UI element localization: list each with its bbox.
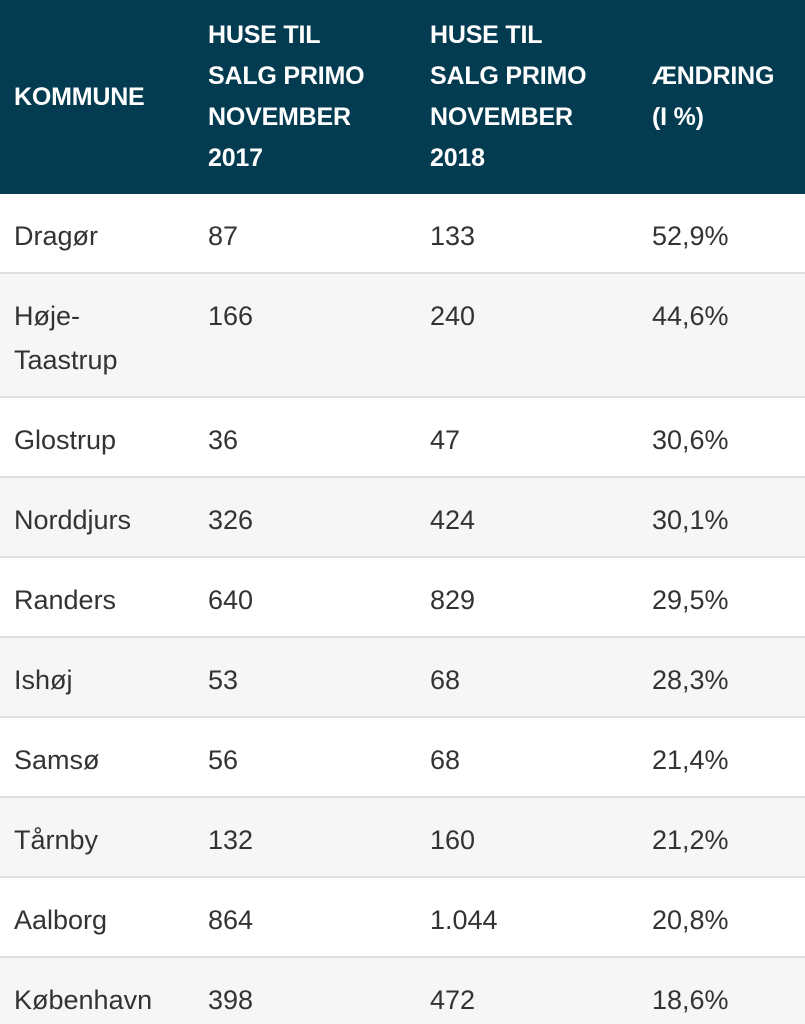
cell-change: 21,4% — [652, 745, 729, 775]
cell-2018: 1.044 — [430, 905, 498, 935]
table-row: Dragør 87 133 52,9% — [0, 194, 805, 274]
cell-kommune: Glostrup — [14, 425, 117, 455]
table-row: Randers 640 829 29,5% — [0, 558, 805, 638]
cell-kommune: Ishøj — [14, 665, 73, 695]
table-row: Høje- Taastrup 166 240 44,6% — [0, 274, 805, 398]
cell-2017: 87 — [208, 221, 239, 251]
cell-2017: 326 — [208, 505, 254, 535]
table-row: Tårnby 132 160 21,2% — [0, 798, 805, 878]
cell-2017: 640 — [208, 585, 254, 615]
table-row: Ishøj 53 68 28,3% — [0, 638, 805, 718]
cell-change: 21,2% — [652, 825, 729, 855]
cell-2017: 132 — [208, 825, 254, 855]
cell-change: 44,6% — [652, 301, 729, 331]
header-2018: HUSE TIL SALG PRIMO NOVEMBER 2018 — [430, 21, 587, 172]
cell-2017: 56 — [208, 745, 239, 775]
table-row: Samsø 56 68 21,4% — [0, 718, 805, 798]
cell-change: 20,8% — [652, 905, 729, 935]
header-kommune: KOMMUNE — [14, 82, 145, 111]
cell-2018: 68 — [430, 665, 461, 695]
cell-change: 28,3% — [652, 665, 729, 695]
cell-2018: 829 — [430, 585, 476, 615]
cell-2018: 133 — [430, 221, 476, 251]
cell-2017: 53 — [208, 665, 239, 695]
cell-kommune: Randers — [14, 585, 117, 615]
table-header: KOMMUNE HUSE TIL SALG PRIMO NOVEMBER 201… — [0, 0, 805, 194]
cell-2018: 472 — [430, 985, 476, 1015]
cell-kommune: Tårnby — [14, 825, 99, 855]
cell-2018: 47 — [430, 425, 461, 455]
cell-change: 30,1% — [652, 505, 729, 535]
cell-2017: 398 — [208, 985, 254, 1015]
cell-2017: 864 — [208, 905, 254, 935]
cell-2018: 424 — [430, 505, 476, 535]
cell-kommune: Aalborg — [14, 905, 108, 935]
cell-kommune: Samsø — [14, 745, 100, 775]
table-row: Glostrup 36 47 30,6% — [0, 398, 805, 478]
table-row: København 398 472 18,6% — [0, 958, 805, 1024]
table-row: Aalborg 864 1.044 20,8% — [0, 878, 805, 958]
cell-2018: 240 — [430, 301, 476, 331]
cell-2018: 160 — [430, 825, 476, 855]
cell-kommune: København — [14, 985, 153, 1015]
cell-change: 29,5% — [652, 585, 729, 615]
header-change: ÆNDRING (I %) — [652, 62, 775, 131]
cell-2017: 166 — [208, 301, 254, 331]
cell-kommune: Dragør — [14, 221, 99, 251]
cell-2017: 36 — [208, 425, 239, 455]
cell-kommune: Høje- Taastrup — [14, 301, 118, 375]
table-row: Norddjurs 326 424 30,1% — [0, 478, 805, 558]
cell-kommune: Norddjurs — [14, 505, 132, 535]
cell-2018: 68 — [430, 745, 461, 775]
header-2017: HUSE TIL SALG PRIMO NOVEMBER 2017 — [208, 21, 365, 172]
cell-change: 18,6% — [652, 985, 729, 1015]
cell-change: 30,6% — [652, 425, 729, 455]
cell-change: 52,9% — [652, 221, 729, 251]
